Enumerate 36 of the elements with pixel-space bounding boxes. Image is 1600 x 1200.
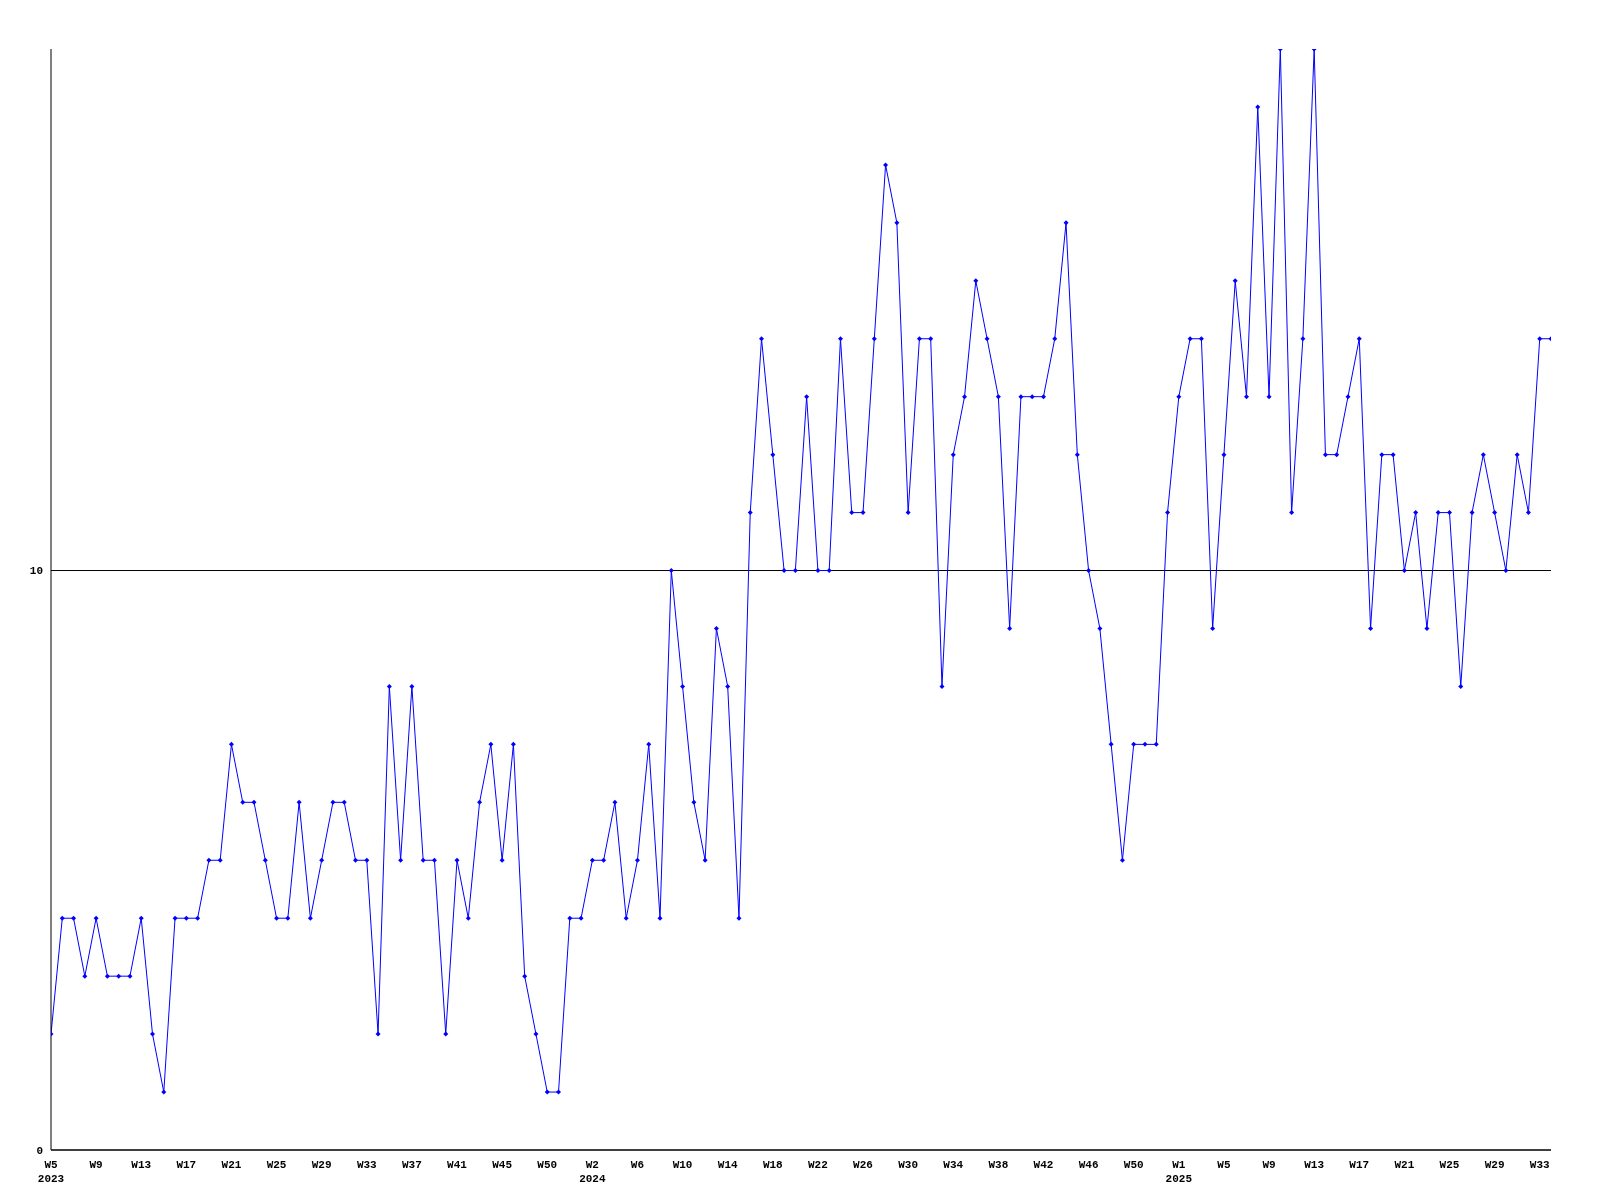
x-tick-label: W29 [1484, 1159, 1505, 1171]
x-tick-label: W5 2023 [37, 1159, 65, 1185]
y-tick-label: 10 [29, 565, 43, 578]
x-tick-label: W45 [492, 1159, 513, 1171]
x-tick-label: W10 [672, 1159, 693, 1171]
x-tick-label: W13 [131, 1159, 152, 1171]
x-tick-label: W38 [988, 1159, 1009, 1171]
x-tick-label: W50 [537, 1159, 558, 1171]
x-tick-label: W22 [808, 1159, 828, 1171]
x-tick-label: W25 [266, 1159, 287, 1171]
x-tick-label: W6 [630, 1159, 645, 1171]
x-tick-label: W9 [89, 1159, 103, 1171]
x-tick-label: W17 [1349, 1159, 1370, 1171]
x-tick-label: W14 [717, 1159, 738, 1171]
x-tick-label: W26 [853, 1159, 873, 1171]
x-tick-label: W5 [1217, 1159, 1231, 1171]
x-tick-label: W21 [1394, 1159, 1415, 1171]
x-tick-label: W33 [356, 1159, 378, 1171]
x-tick-label: W17 [176, 1159, 197, 1171]
x-tick-label: W30 [898, 1159, 919, 1171]
x-tick-label: W50 [1123, 1159, 1144, 1171]
x-tick-label: W9 [1262, 1159, 1276, 1171]
y-tick-label: 0 [36, 1144, 43, 1157]
x-tick-label: W34 [943, 1159, 964, 1171]
x-tick-label: W1 2025 [1165, 1159, 1193, 1185]
x-tick-label: W2 2024 [579, 1159, 606, 1185]
x-tick-label: W21 [221, 1159, 242, 1171]
x-tick-label: W29 [311, 1159, 332, 1171]
x-tick-label: W33 [1529, 1159, 1551, 1171]
x-tick-label: W18 [762, 1159, 784, 1171]
x-tick-label: W46 [1078, 1159, 1099, 1171]
x-tick-label: W13 [1304, 1159, 1325, 1171]
x-tick-label: W41 [447, 1159, 468, 1171]
x-tick-label: W37 [402, 1159, 422, 1171]
x-tick-label: W42 [1033, 1159, 1054, 1171]
x-tick-label: W25 [1439, 1159, 1460, 1171]
